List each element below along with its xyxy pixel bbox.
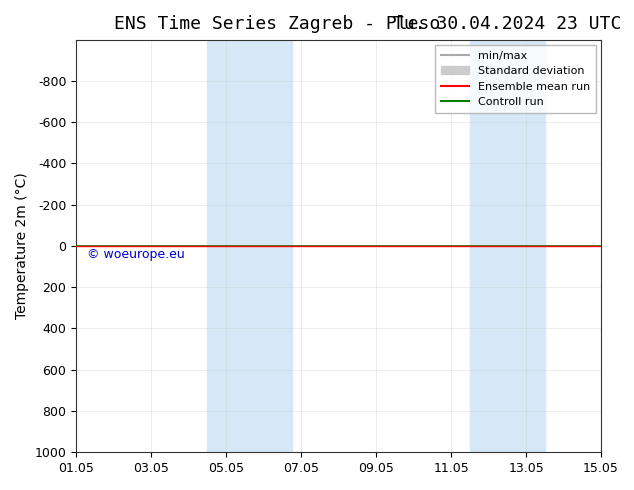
- Legend: min/max, Standard deviation, Ensemble mean run, Controll run: min/max, Standard deviation, Ensemble me…: [436, 45, 595, 113]
- Text: © woeurope.eu: © woeurope.eu: [87, 247, 184, 261]
- Bar: [207, 40, 292, 452]
- Text: Tu. 30.04.2024 23 UTC: Tu. 30.04.2024 23 UTC: [393, 15, 621, 33]
- Y-axis label: Temperature 2m (°C): Temperature 2m (°C): [15, 172, 29, 319]
- Text: ENS Time Series Zagreb - Pleso: ENS Time Series Zagreb - Pleso: [114, 15, 441, 33]
- Bar: [470, 40, 545, 452]
